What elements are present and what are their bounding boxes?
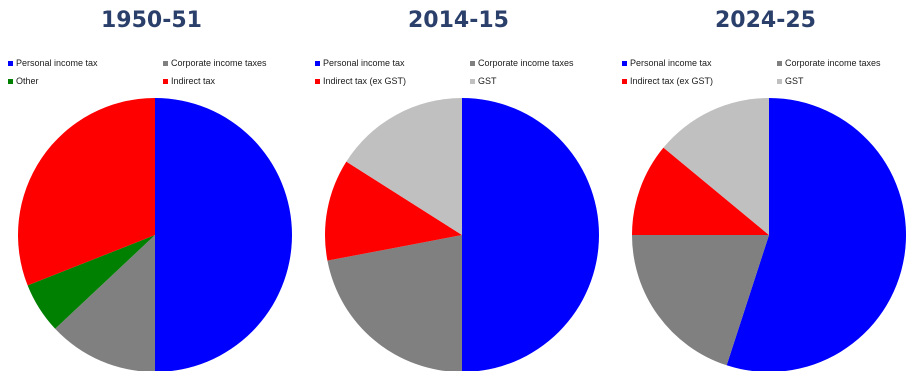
legend-swatch — [8, 60, 13, 66]
legend-item: Corporate income taxes — [163, 58, 267, 68]
pie-chart — [632, 98, 906, 371]
legend-item: Corporate income taxes — [470, 58, 574, 68]
legend-swatch — [470, 78, 475, 84]
pie-slice-indirect-tax-ex-gst — [632, 147, 769, 235]
pie-slice-gst — [346, 98, 462, 235]
legend-item: Indirect tax (ex GST) — [315, 76, 406, 86]
legend-swatch — [470, 60, 475, 66]
legend-swatch — [315, 78, 320, 84]
legend-swatch — [622, 78, 627, 84]
legend-label: Corporate income taxes — [478, 58, 574, 68]
pie-slice-personal-income-tax — [155, 98, 292, 371]
legend-item: Indirect tax (ex GST) — [622, 76, 713, 86]
legend-label: Other — [16, 76, 39, 86]
pie-slice-corporate-income-taxes — [327, 235, 462, 371]
legend-item: GST — [777, 76, 804, 86]
pie-chart — [325, 98, 599, 371]
legend-swatch — [315, 60, 320, 66]
pie-slice-gst — [663, 98, 769, 235]
legend-item: Indirect tax — [163, 76, 215, 86]
pie-slice-indirect-tax — [18, 98, 155, 286]
pie-slice-personal-income-tax — [726, 98, 906, 371]
legend-item: Corporate income taxes — [777, 58, 881, 68]
pie-panel-1950-51: 1950-51 Personal income tax Corporate in… — [0, 0, 303, 371]
chart-legend: Personal income tax Corporate income tax… — [315, 58, 610, 92]
legend-swatch — [163, 60, 168, 66]
legend-label: Corporate income taxes — [785, 58, 881, 68]
pie-chart — [18, 98, 292, 371]
pie-slice-other — [27, 235, 155, 329]
legend-item: Personal income tax — [315, 58, 405, 68]
pie-slice-indirect-tax-ex-gst — [325, 161, 462, 261]
chart-legend: Personal income tax Corporate income tax… — [8, 58, 303, 92]
pie-panel-2014-15: 2014-15 Personal income tax Corporate in… — [307, 0, 610, 371]
legend-swatch — [163, 78, 168, 84]
legend-label: Indirect tax — [171, 76, 216, 86]
chart-title: 1950-51 — [101, 8, 202, 33]
legend-swatch — [622, 60, 627, 66]
legend-swatch — [777, 78, 782, 84]
chart-title: 2014-15 — [408, 8, 509, 33]
legend-item: Personal income tax — [622, 58, 712, 68]
legend-swatch — [777, 60, 782, 66]
chart-title: 2024-25 — [715, 8, 816, 33]
legend-label: GST — [785, 76, 804, 86]
legend-swatch — [8, 78, 13, 84]
pie-slice-personal-income-tax — [462, 98, 599, 371]
pie-slice-corporate-income-taxes — [632, 235, 769, 366]
pie-slice-corporate-income-taxes — [55, 235, 155, 371]
legend-item: Personal income tax — [8, 58, 98, 68]
legend-label: Personal income tax — [630, 58, 712, 68]
legend-item: GST — [470, 76, 497, 86]
pie-panel-2024-25: 2024-25 Personal income tax Corporate in… — [614, 0, 909, 371]
legend-label: GST — [478, 76, 497, 86]
legend-item: Other — [8, 76, 39, 86]
legend-label: Indirect tax (ex GST) — [630, 76, 714, 86]
legend-label: Personal income tax — [16, 58, 98, 68]
legend-label: Indirect tax (ex GST) — [323, 76, 407, 86]
legend-label: Personal income tax — [323, 58, 405, 68]
chart-legend: Personal income tax Corporate income tax… — [622, 58, 909, 92]
legend-label: Corporate income taxes — [171, 58, 267, 68]
